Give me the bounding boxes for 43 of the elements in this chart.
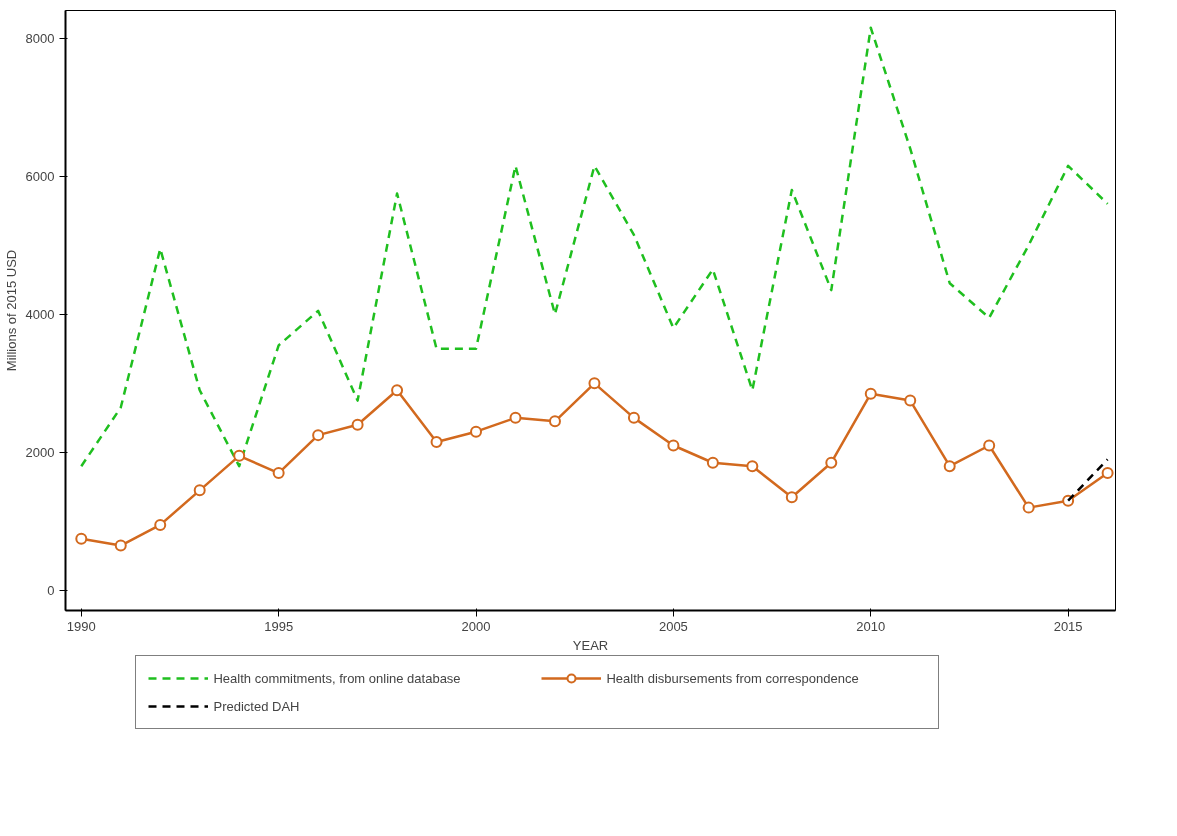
y-tick-label: 0 (47, 582, 55, 598)
x-tick-label: 2000 (461, 618, 491, 634)
point (272, 467, 285, 480)
y-tick-label: 4000 (25, 306, 55, 322)
point (904, 394, 917, 407)
point (312, 429, 325, 442)
point (864, 387, 877, 400)
legend-label: Health commitments, from online database (213, 670, 462, 686)
point (785, 491, 798, 504)
line-series (80, 26, 1109, 468)
point (233, 449, 246, 462)
y-tick-label: 2000 (25, 444, 55, 460)
x-tick-label: 2005 (658, 618, 688, 634)
x-tick-label: 1990 (66, 618, 96, 634)
point (943, 460, 956, 473)
y-tick-label: 8000 (25, 30, 55, 46)
point (114, 539, 127, 552)
point (470, 425, 483, 438)
point (667, 439, 680, 452)
y-tick-label: 6000 (25, 168, 55, 184)
point (193, 484, 206, 497)
point (75, 532, 88, 545)
point (154, 518, 167, 531)
point (746, 460, 759, 473)
x-tick-label: 2015 (1053, 618, 1083, 634)
point (351, 418, 364, 431)
point (509, 411, 522, 424)
point (1022, 501, 1035, 514)
x-axis-title: YEAR (572, 637, 609, 653)
legend-label: Predicted DAH (213, 698, 301, 714)
point (1101, 467, 1114, 480)
x-tick-label: 2010 (856, 618, 886, 634)
y-axis-title: Millions of 2015 USD (3, 249, 19, 372)
point (983, 439, 996, 452)
point (627, 411, 640, 424)
point (391, 384, 404, 397)
point (825, 456, 838, 469)
x-tick-label: 1995 (264, 618, 294, 634)
point (706, 456, 719, 469)
legend-label: Health disbursements from correspondence (606, 670, 860, 686)
point (430, 436, 443, 449)
point (588, 377, 601, 390)
point (548, 415, 561, 428)
